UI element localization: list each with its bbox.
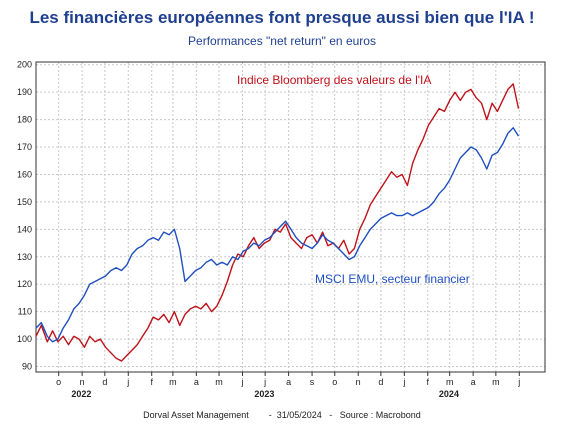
x-tick-label: o	[332, 377, 337, 387]
x-tick-label: a	[471, 377, 476, 387]
x-tick-label: a	[286, 377, 291, 387]
y-tick-label: 190	[17, 87, 32, 97]
chart-subtitle: Performances "net return" en euros	[188, 34, 376, 48]
series-line-0	[35, 83, 520, 362]
y-tick-label: 110	[18, 307, 32, 317]
y-tick-label: 100	[17, 334, 32, 344]
x-tick-label: j	[126, 377, 129, 387]
y-tick-label: 120	[17, 279, 32, 289]
year-label: 2024	[439, 389, 459, 399]
x-tick-label: n	[80, 377, 85, 387]
series-label-1: MSCI EMU, secteur financier	[315, 272, 470, 286]
x-tick-label: j	[240, 377, 243, 387]
x-tick-label: j	[263, 377, 266, 387]
legend-layer: Indice Bloomberg des valeurs de l'IA MSCI…	[237, 73, 470, 286]
year-label: 2022	[71, 389, 91, 399]
x-tick-label: a	[194, 377, 199, 387]
series-layer	[35, 83, 520, 362]
x-tick-label: m	[215, 377, 223, 387]
series-label-0: Indice Bloomberg des valeurs de l'IA	[237, 73, 431, 87]
grid-layer	[36, 62, 545, 372]
y-tick-label: 90	[22, 362, 32, 372]
x-axis: o n d j f m a m j j a s o n d j f m a m j 2022 2023 2024	[56, 372, 520, 399]
chart-title: Les financières européennes font presque…	[29, 8, 535, 27]
y-tick-label: 200	[17, 60, 32, 70]
y-tick-label: 140	[17, 224, 32, 234]
x-tick-label: d	[378, 377, 383, 387]
x-tick-label: j	[402, 377, 405, 387]
line-chart: 90 100 110 120 130 140 150 160 170 180 190 200 o n d j…	[17, 60, 546, 399]
x-tick-label: j	[517, 377, 520, 387]
x-tick-label: f	[150, 377, 153, 387]
x-tick-label: f	[427, 377, 430, 387]
series-line-1	[35, 127, 520, 343]
x-tick-label: m	[492, 377, 500, 387]
y-axis: 90 100 110 120 130 140 150 160 170 180 190 200	[17, 60, 32, 372]
x-tick-label: d	[102, 377, 107, 387]
x-tick-label: s	[310, 377, 315, 387]
x-tick-label: o	[56, 377, 61, 387]
footer-source: Dorval Asset Management - 31/05/2024 - S…	[143, 410, 421, 420]
y-tick-label: 170	[17, 142, 32, 152]
y-tick-label: 150	[17, 197, 32, 207]
plot-frame	[35, 61, 546, 373]
y-tick-label: 180	[17, 115, 32, 125]
x-tick-label: m	[446, 377, 454, 387]
y-tick-label: 130	[17, 252, 32, 262]
year-label: 2023	[254, 389, 274, 399]
x-tick-label: n	[356, 377, 361, 387]
x-tick-label: m	[169, 377, 177, 387]
y-tick-label: 160	[17, 169, 32, 179]
